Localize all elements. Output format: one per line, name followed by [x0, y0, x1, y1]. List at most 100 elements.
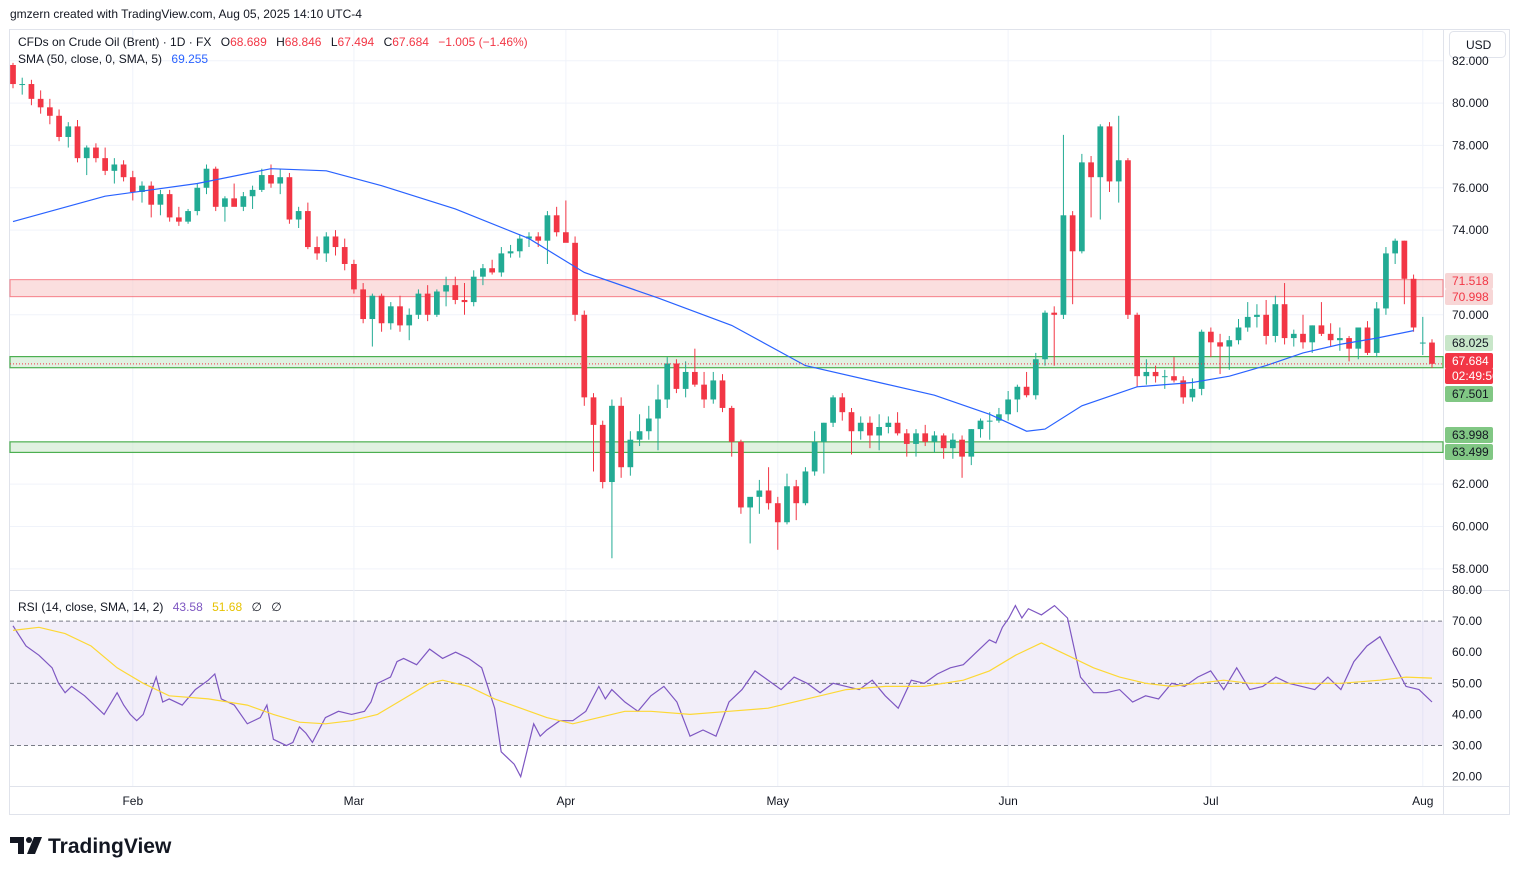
candle [37, 90, 44, 114]
sma-legend-label: SMA (50, close, 0, SMA, 5) [18, 52, 162, 66]
candle [1143, 359, 1150, 385]
candle [387, 302, 394, 330]
candle [848, 407, 855, 455]
candle-body [701, 384, 707, 400]
candle-body [710, 380, 717, 400]
candle [516, 234, 523, 258]
price-tick-label: 76.000 [1452, 181, 1489, 195]
candle [526, 232, 532, 248]
candle-body [1373, 308, 1380, 353]
price-tag-bg [1445, 353, 1493, 369]
candle [802, 467, 809, 506]
candle-body [249, 189, 256, 197]
candle-body [516, 238, 523, 252]
candle-body [1143, 371, 1150, 377]
price-tag: 67.501 [1445, 386, 1493, 402]
rsi-axis[interactable]: 80.00 70.00 60.00 50.00 40.00 30.00 20.00 [1452, 583, 1482, 784]
candle [1060, 134, 1067, 320]
price-tag-label: 67.501 [1452, 387, 1489, 401]
rsi-legend-value: 43.58 [173, 600, 203, 614]
candle-body [111, 164, 118, 171]
candle-body [1235, 327, 1242, 341]
candle [212, 166, 219, 212]
candle [1088, 156, 1094, 218]
currency-button[interactable]: USD [1449, 31, 1506, 58]
sma-line [10, 168, 1443, 432]
candle-body [194, 187, 201, 212]
candle [931, 431, 938, 453]
candle [1429, 339, 1435, 368]
time-axis[interactable]: Feb Mar Apr May Jun Jul Aug [122, 794, 1433, 808]
candle [341, 238, 348, 271]
candle [885, 416, 892, 434]
rsi-legend[interactable]: RSI (14, close, SMA, 14, 2) 43.58 51.68 … [18, 600, 282, 614]
candle [922, 424, 929, 447]
price-tag-bg [1445, 444, 1493, 460]
rsi-ma-line [12, 626, 1433, 725]
currency-label[interactable]: USD [1466, 38, 1492, 52]
candle-body [867, 422, 873, 436]
rsi-line [12, 604, 1433, 779]
candle [185, 208, 191, 224]
candle-body [996, 414, 1002, 421]
tradingview-logo[interactable]: TradingView [10, 835, 172, 858]
candle [1208, 327, 1214, 358]
candle [1300, 314, 1306, 349]
candle [470, 270, 477, 307]
candle [563, 200, 569, 243]
price-tag: 71.518 [1445, 273, 1493, 289]
price-tag-bg [1445, 273, 1493, 289]
candle [1125, 158, 1131, 320]
candle-body [378, 295, 385, 324]
candle-body [19, 84, 26, 86]
candle-body [645, 418, 652, 432]
candle [673, 359, 680, 394]
candle-body [10, 64, 16, 85]
candle-body [756, 490, 763, 497]
candle [139, 181, 145, 203]
candle-body [268, 175, 274, 184]
candle [1161, 369, 1168, 389]
rsi-legend-label: RSI (14, close, SMA, 14, 2) [18, 600, 163, 614]
candle [397, 295, 403, 332]
candle-body [1180, 380, 1187, 398]
main-legend[interactable]: CFDs on Crude Oil (Brent) · 1D · FX O68.… [18, 35, 528, 66]
candle-body [1023, 386, 1030, 396]
candle-body [553, 215, 560, 233]
svg-text:RSI (14, close, SMA, 14, 2): RSI (14, close, SMA, 14, 2) 43.58 51.68 … [18, 600, 282, 614]
tradingview-logo-icon [10, 837, 42, 854]
legend-change: −1.005 (−1.46%) [438, 35, 527, 49]
candle [857, 416, 864, 440]
candle-body [1125, 160, 1131, 315]
candle-body [166, 194, 173, 218]
candle [498, 247, 505, 277]
candle-body [406, 314, 413, 326]
candle-body [74, 126, 81, 159]
candle [1401, 240, 1408, 305]
candle [1410, 274, 1417, 332]
candle [1272, 295, 1279, 343]
candle-body [692, 371, 698, 385]
candle-body [931, 435, 938, 442]
candle-body [848, 412, 855, 432]
candle [544, 211, 551, 264]
price-tag-bg [1445, 427, 1493, 443]
candle [1079, 153, 1085, 254]
price-tag-label: 70.998 [1452, 290, 1489, 304]
time-axis-label: Mar [344, 794, 365, 808]
candle [56, 109, 62, 142]
candle-body [1217, 342, 1223, 347]
candle-body [65, 126, 72, 137]
candle-body [277, 177, 284, 184]
candle [728, 405, 735, 457]
candle [129, 170, 136, 201]
candle [986, 412, 993, 440]
price-tick-label: 82.000 [1452, 54, 1489, 68]
price-tick-label: 70.000 [1452, 308, 1489, 322]
candle-body [977, 420, 984, 430]
candle [1373, 302, 1380, 358]
price-axis[interactable]: 82.000 80.000 78.000 76.000 74.000 70.000 62.0… [1452, 54, 1489, 576]
candle [1318, 302, 1325, 336]
candle [996, 407, 1002, 423]
